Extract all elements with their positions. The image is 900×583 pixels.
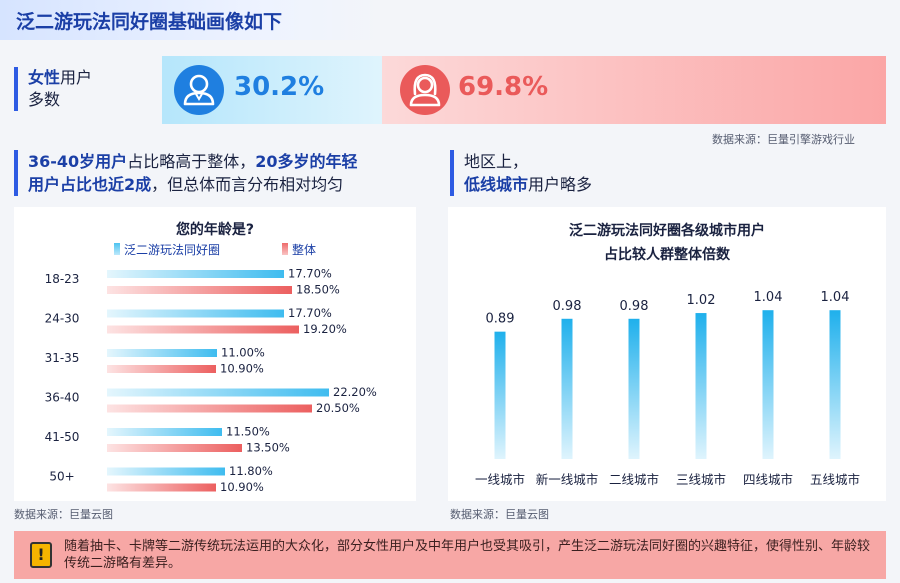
age-value-label-overall: 18.50% [296,283,340,297]
city-value-label: 0.98 [620,299,649,314]
insight-text: 随着抽卡、卡牌等二游传统玩法运用的大众化，部分女性用户及中年用户也受其吸引，产生… [64,539,871,571]
male-user-icon [174,65,224,115]
age-chart-source: 数据来源：巨量云图 [14,508,113,521]
age-bar-overall [107,404,312,413]
age-value-label-circle: 11.00% [221,346,265,360]
city-category-label: 三线城市 [676,472,726,487]
age-category-label: 36-40 [45,391,80,405]
male-share-panel: 30.2% [162,56,382,124]
legend-swatch-overall [282,243,288,255]
gender-heading: 女性用户 多数 [14,67,92,111]
city-chart-title: 泛二游玩法同好圈各级城市用户 占比较人群整体倍数 [448,219,886,267]
age-value-label-overall: 10.90% [220,362,264,376]
age-value-label-overall: 10.90% [220,480,264,494]
legend-label-overall: 整体 [292,243,317,257]
age-bar-overall [107,483,216,492]
legend-item-circle: 泛二游玩法同好圈 [114,241,220,258]
page-title-bar: 泛二游玩法同好圈基础画像如下 [0,0,380,40]
legend-item-overall: 整体 [282,241,316,258]
age-category-label: 31-35 [45,351,80,365]
gender-heading-line2: 多数 [28,90,61,109]
gender-heading-rest: 用户 [60,68,93,87]
city-value-label: 0.98 [553,299,582,314]
warning-icon: ! [30,542,52,568]
age-value-label-circle: 11.50% [226,425,270,439]
age-value-label-circle: 17.70% [288,306,332,320]
age-bar-overall [107,365,216,373]
female-user-icon [400,65,450,115]
age-heading-t2: ，但总体而言分布相对均匀 [151,175,344,194]
age-bar-circle [107,309,284,318]
city-bar [561,318,573,459]
city-bar [829,310,841,459]
age-heading-b3: 用户占比也近2成 [28,175,152,194]
age-heading-b2: 20多岁的年轻 [255,152,358,171]
age-value-label-overall: 19.20% [303,322,347,336]
age-chart-card: 您的年龄是? 泛二游玩法同好圈 整体 18-23 17.70% 18.50% 24-3… [14,207,416,501]
age-value-label-overall: 13.50% [246,441,290,455]
city-chart-card: 泛二游玩法同好圈各级城市用户 占比较人群整体倍数 0.89 一线城市 0.98 新一线… [448,207,886,501]
age-heading: 36-40岁用户占比略高于整体，20多岁的年轻 用户占比也近2成，但总体而言分布… [14,150,357,196]
age-bar-overall [107,444,242,452]
region-heading-bold: 低线城市 [464,175,529,194]
city-bar [762,310,774,459]
gender-heading-bold: 女性 [28,68,61,87]
age-heading-t1: 占比略高于整体， [127,152,256,171]
region-heading-line1: 地区上， [464,152,529,171]
city-category-label: 新一线城市 [536,472,599,487]
age-category-label: 50+ [49,470,74,484]
city-category-label: 一线城市 [475,472,525,487]
city-chart-plot: 0.89 一线城市 0.98 新一线城市 0.98 二线城市 1.02 三线城市 1.04 四线城… [475,290,860,487]
region-heading-rest: 用户略多 [528,175,593,194]
city-value-label: 1.02 [687,293,716,308]
age-bar-circle [107,428,222,436]
region-heading: 地区上， 低线城市用户略多 [450,150,592,196]
age-bar-overall [107,286,292,294]
age-bar-circle [107,467,225,476]
male-share-value: 30.2% [234,72,325,102]
city-value-label: 1.04 [821,290,850,305]
age-bar-circle [107,388,329,397]
age-value-label-circle: 17.70% [288,267,332,281]
city-bar [695,313,707,459]
city-category-label: 五线城市 [810,472,860,487]
legend-swatch-circle [114,243,120,255]
age-heading-b1: 36-40岁用户 [28,152,128,171]
age-bar-overall [107,325,299,334]
gender-source: 数据来源：巨量引擎游戏行业 [712,133,855,146]
page-title: 泛二游玩法同好圈基础画像如下 [16,11,283,33]
age-category-label: 18-23 [45,272,80,286]
city-chart-source: 数据来源：巨量云图 [450,508,549,521]
age-category-label: 41-50 [45,430,80,444]
female-share-value: 69.8% [458,72,549,102]
age-bar-circle [107,349,217,357]
age-bar-circle [107,270,284,278]
insight-note: ! 随着抽卡、卡牌等二游传统玩法运用的大众化，部分女性用户及中年用户也受其吸引，… [14,531,886,579]
city-bar [628,318,640,459]
age-value-label-circle: 11.80% [229,464,273,478]
female-share-panel: 69.8% [382,56,886,124]
age-chart-title: 您的年龄是? [175,222,255,238]
city-value-label: 0.89 [486,312,515,327]
warning-glyph: ! [37,545,45,564]
city-chart-title-line1: 泛二游玩法同好圈各级城市用户 [569,223,765,239]
age-value-label-circle: 22.20% [333,385,377,399]
city-chart-title-line2: 占比较人群整体倍数 [604,247,730,263]
age-chart-plot: 18-23 17.70% 18.50% 24-30 17.70% 19.20% 31-35 1… [45,267,377,495]
age-category-label: 24-30 [45,312,80,326]
city-value-label: 1.04 [754,290,783,305]
age-value-label-overall: 20.50% [316,401,360,415]
city-category-label: 二线城市 [609,472,659,487]
legend-label-circle: 泛二游玩法同好圈 [124,243,221,257]
city-category-label: 四线城市 [743,472,793,487]
city-bar [494,331,506,459]
